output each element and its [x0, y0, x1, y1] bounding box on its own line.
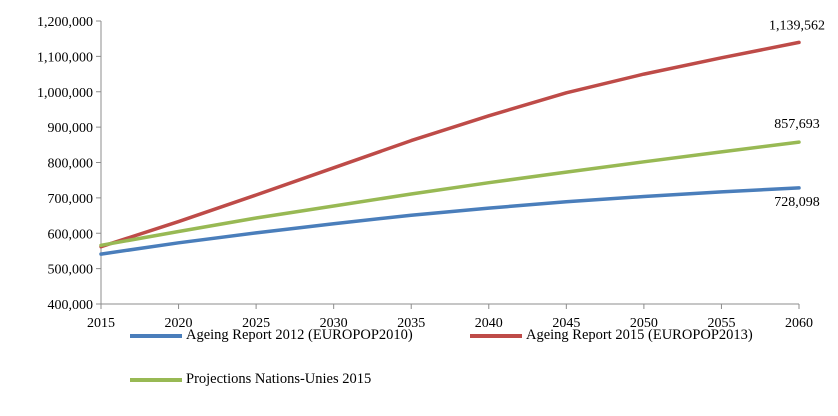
series-end-label-1: 1,139,562	[769, 18, 825, 33]
x-tick-label: 2015	[87, 316, 115, 331]
series-line-1	[99, 40, 801, 249]
y-tick-label: 800,000	[48, 157, 94, 172]
x-tick-label: 2040	[475, 316, 503, 331]
y-axis: 400,000 500,000 600,000 700,000 800,000 900,0…	[37, 15, 102, 313]
x-tick-label: 2050	[630, 316, 658, 331]
y-tick-label: 600,000	[48, 227, 94, 242]
end-labels: 728,098 1,139,562 857,693	[769, 18, 825, 210]
x-tick-label: 2060	[785, 316, 813, 331]
x-tick-label: 2020	[165, 316, 193, 331]
y-tick-label: 400,000	[48, 298, 94, 313]
series-end-label-0: 728,098	[774, 195, 820, 210]
y-tick-label: 700,000	[48, 192, 94, 207]
x-tick-label: 2035	[397, 316, 425, 331]
y-tick-label: 900,000	[48, 121, 94, 136]
x-tick-label: 2025	[242, 316, 270, 331]
x-axis: 2015 2020 2025 2030 2035 2040 2045 2050 2055 2060	[87, 303, 813, 331]
series-line-0	[99, 186, 801, 256]
series-line-2	[99, 140, 801, 248]
y-tick-label: 1,200,000	[37, 15, 93, 30]
series-lines	[99, 40, 801, 256]
series-end-label-2: 857,693	[774, 117, 820, 132]
x-tick-label: 2055	[707, 316, 735, 331]
y-tick-label: 1,000,000	[37, 86, 93, 101]
x-tick-label: 2030	[320, 316, 348, 331]
x-tick-label: 2045	[552, 316, 580, 331]
y-tick-label: 1,100,000	[37, 50, 93, 65]
y-tick-label: 500,000	[48, 263, 94, 278]
